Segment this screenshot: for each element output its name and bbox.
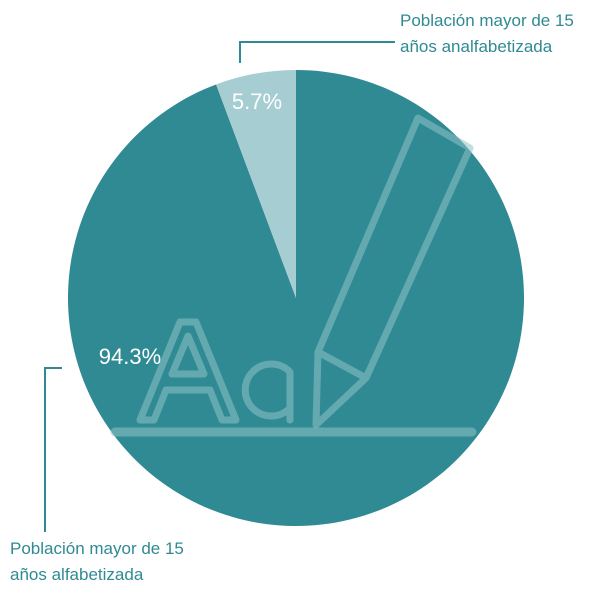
slices [68, 70, 524, 526]
value-label: 94.3% [99, 344, 161, 369]
pie-slice [216, 70, 296, 298]
leader-line [44, 367, 62, 532]
category-label: Población mayor de 15 años alfabetizada [10, 539, 184, 584]
value-label: 5.7% [232, 89, 282, 114]
pie-slice [68, 70, 524, 526]
decorative-icon [110, 114, 477, 437]
category-label: Población mayor de 15 años analfabetizad… [400, 11, 574, 56]
leader-line [239, 41, 395, 63]
